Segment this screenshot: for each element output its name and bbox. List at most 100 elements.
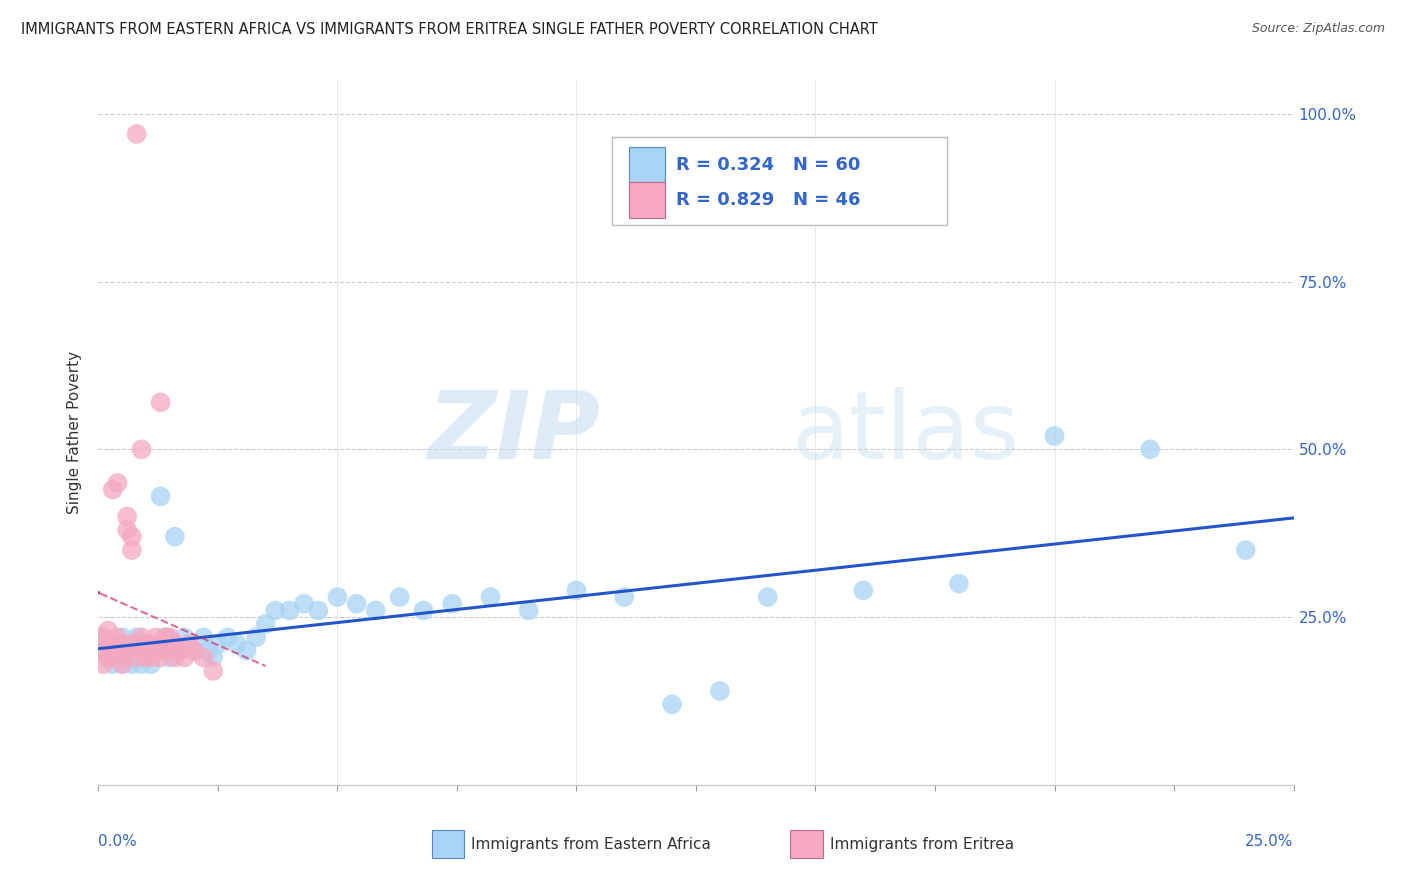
Y-axis label: Single Father Poverty: Single Father Poverty [67, 351, 83, 514]
Point [948, 576, 970, 591]
Point [235, 644, 257, 658]
Point [202, 650, 225, 665]
Point [115, 644, 138, 658]
Point [613, 590, 636, 604]
Point [131, 442, 153, 457]
Point [159, 644, 181, 658]
Point [159, 630, 181, 644]
Point [565, 583, 588, 598]
Point [97, 624, 120, 638]
Point [125, 650, 148, 665]
Point [163, 650, 186, 665]
Point [101, 644, 124, 658]
Point [125, 127, 148, 141]
Point [115, 523, 138, 537]
Point [115, 637, 138, 651]
Point [1234, 543, 1257, 558]
Point [145, 630, 167, 644]
Point [97, 650, 120, 665]
Point [173, 630, 195, 644]
Point [149, 395, 172, 409]
Point [254, 616, 277, 631]
Point [135, 650, 157, 665]
Point [107, 630, 129, 644]
Point [131, 630, 153, 644]
Point [173, 650, 195, 665]
Point [155, 630, 177, 644]
Point [97, 637, 120, 651]
Point [207, 637, 229, 651]
Point [121, 530, 143, 544]
FancyBboxPatch shape [628, 147, 665, 183]
Text: R = 0.829   N = 46: R = 0.829 N = 46 [676, 191, 860, 209]
Point [107, 637, 129, 651]
Point [135, 637, 157, 651]
Point [111, 644, 134, 658]
Point [169, 644, 191, 658]
Point [179, 637, 201, 651]
FancyBboxPatch shape [790, 830, 823, 858]
Point [91, 630, 114, 644]
Point [101, 657, 124, 672]
Point [91, 644, 114, 658]
Point [101, 637, 124, 651]
Text: R = 0.324   N = 60: R = 0.324 N = 60 [676, 156, 860, 174]
Point [202, 664, 225, 678]
Point [756, 590, 779, 604]
Point [97, 637, 120, 651]
Text: 25.0%: 25.0% [1246, 834, 1294, 849]
Text: Immigrants from Eastern Africa: Immigrants from Eastern Africa [471, 838, 711, 853]
Point [661, 698, 683, 712]
Point [125, 650, 148, 665]
Point [91, 630, 114, 644]
Point [131, 657, 153, 672]
Point [107, 644, 129, 658]
Point [292, 597, 315, 611]
Text: Immigrants from Eritrea: Immigrants from Eritrea [830, 838, 1014, 853]
Text: IMMIGRANTS FROM EASTERN AFRICA VS IMMIGRANTS FROM ERITREA SINGLE FATHER POVERTY : IMMIGRANTS FROM EASTERN AFRICA VS IMMIGR… [21, 22, 877, 37]
Point [155, 644, 177, 658]
Point [101, 650, 124, 665]
FancyBboxPatch shape [432, 830, 464, 858]
Point [135, 650, 157, 665]
Point [139, 657, 162, 672]
Point [125, 637, 148, 651]
Point [121, 543, 143, 558]
Point [245, 630, 267, 644]
Text: 0.0%: 0.0% [98, 834, 138, 849]
Point [145, 644, 167, 658]
Point [163, 637, 186, 651]
Point [364, 603, 387, 617]
Point [149, 650, 172, 665]
Point [264, 603, 287, 617]
Point [441, 597, 464, 611]
Point [139, 650, 162, 665]
Point [149, 489, 172, 503]
Point [111, 650, 134, 665]
Point [121, 637, 143, 651]
Point [115, 509, 138, 524]
Point [97, 650, 120, 665]
Point [139, 637, 162, 651]
Point [159, 650, 181, 665]
Point [101, 483, 124, 497]
Point [111, 630, 134, 644]
Point [91, 644, 114, 658]
Point [852, 583, 875, 598]
Point [193, 630, 215, 644]
Point [155, 630, 177, 644]
Point [307, 603, 329, 617]
Point [226, 637, 249, 651]
Point [111, 637, 134, 651]
Point [183, 644, 205, 658]
Point [111, 657, 134, 672]
Point [107, 475, 129, 490]
Point [125, 630, 148, 644]
Point [517, 603, 540, 617]
Point [107, 650, 129, 665]
Point [131, 644, 153, 658]
Text: ZIP: ZIP [427, 386, 600, 479]
Point [278, 603, 301, 617]
FancyBboxPatch shape [628, 183, 665, 218]
Point [326, 590, 349, 604]
